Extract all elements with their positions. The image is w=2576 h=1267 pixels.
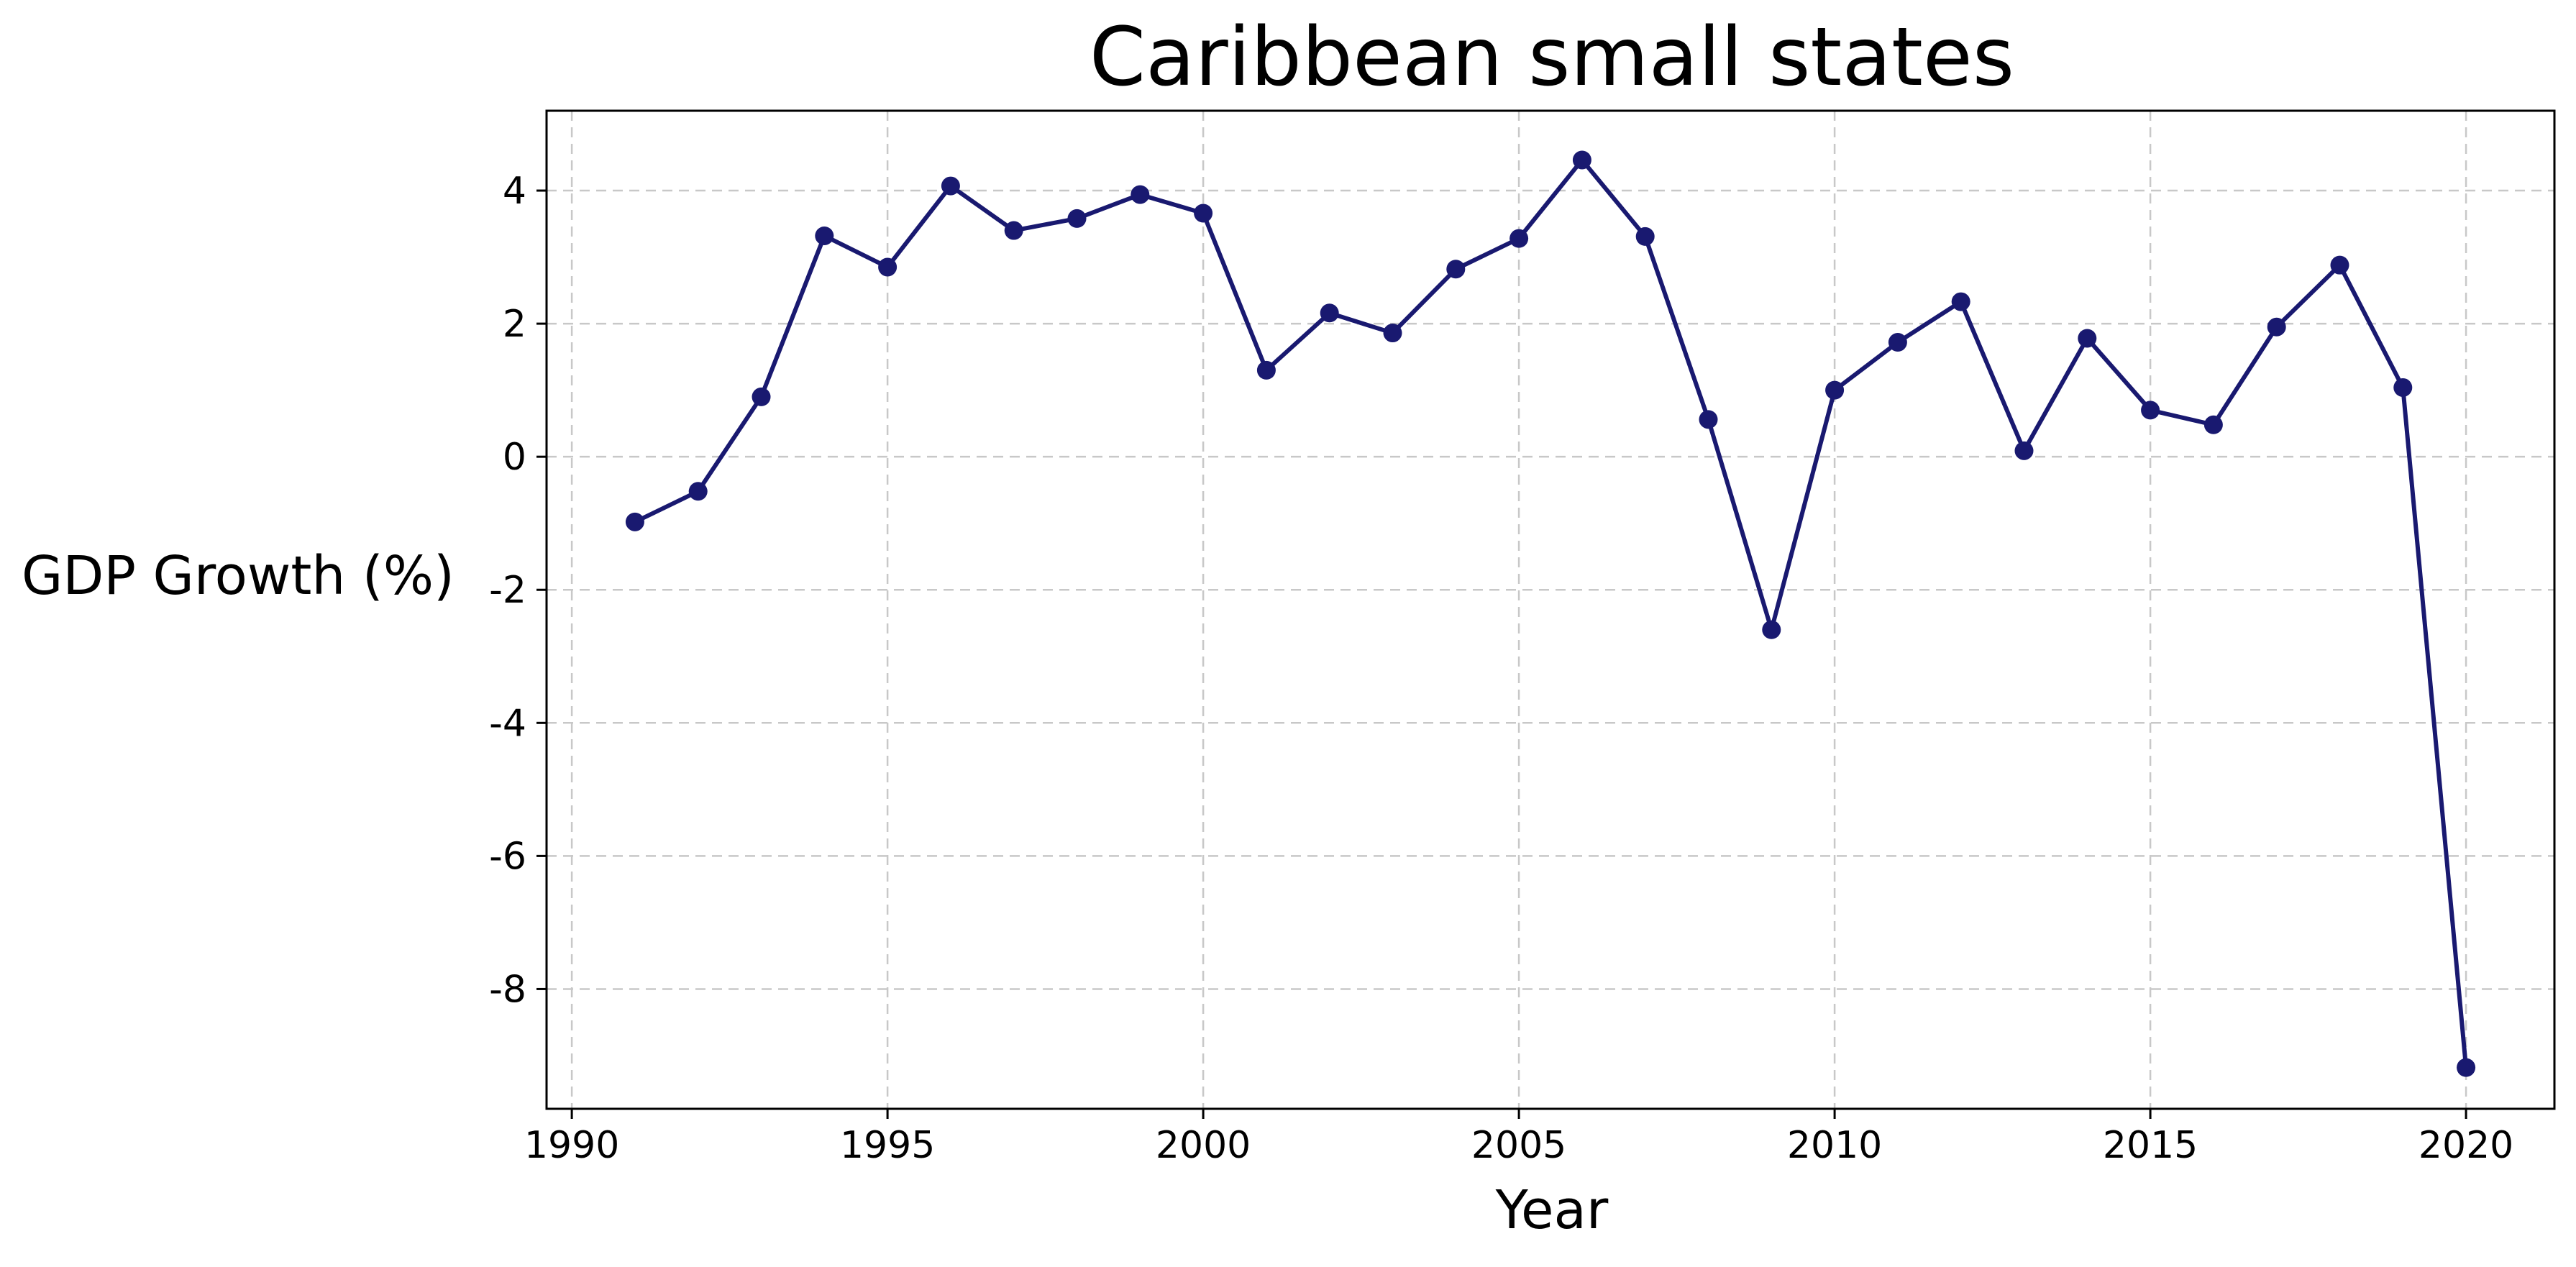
data-point: [1446, 260, 1466, 279]
data-point: [2141, 401, 2160, 420]
y-axis-label: GDP Growth (%): [22, 545, 455, 607]
data-point: [1067, 209, 1087, 228]
data-point: [878, 257, 898, 277]
data-point: [1194, 203, 1213, 223]
data-point: [1509, 229, 1529, 248]
series-layer: [625, 150, 2476, 1077]
data-point: [1951, 292, 1970, 311]
y-tick-label: 0: [503, 436, 526, 479]
x-tick-label: 2020: [2419, 1124, 2513, 1167]
data-point: [1635, 227, 1655, 246]
x-axis-label: Year: [1495, 1179, 1609, 1241]
y-tick-label: -6: [489, 835, 526, 878]
data-point: [2014, 441, 2034, 460]
data-point: [1320, 303, 1339, 323]
data-point: [1888, 333, 1907, 352]
data-point: [1762, 620, 1781, 639]
data-point: [752, 387, 771, 406]
data-point: [625, 512, 644, 531]
x-tick-label: 1995: [840, 1124, 935, 1167]
x-tick-label: 1990: [524, 1124, 619, 1167]
x-tick-label: 2010: [1787, 1124, 1882, 1167]
data-point: [941, 176, 960, 196]
tick-layer: 1990 1995 2000 2005 2010 2015 2020 -8 -6 -4 -2 0 2 4: [489, 170, 2513, 1167]
data-point: [1699, 410, 1718, 429]
data-point: [1825, 380, 1845, 400]
y-tick-label: -4: [489, 702, 526, 745]
data-point: [2457, 1058, 2476, 1077]
plot-frame: [545, 109, 2556, 1110]
data-point: [2393, 378, 2413, 397]
y-tick-label: -2: [489, 569, 526, 612]
y-tick-label: -8: [489, 968, 526, 1011]
data-point: [2267, 317, 2286, 337]
x-tick-label: 2005: [1471, 1124, 1566, 1167]
y-tick-label: 4: [503, 170, 526, 213]
data-point: [1131, 185, 1150, 204]
data-point: [815, 226, 834, 245]
data-point: [1256, 360, 1276, 380]
data-point: [2203, 415, 2223, 434]
series-line: [632, 157, 2469, 1070]
data-point: [2330, 255, 2349, 275]
data-point: [688, 482, 708, 501]
data-point: [1383, 324, 1402, 343]
x-tick-label: 2015: [2103, 1124, 2198, 1167]
y-tick-label: 2: [503, 303, 526, 346]
chart-title: Caribbean small states: [1090, 11, 2014, 104]
data-point: [1572, 150, 1591, 170]
grid-layer: [547, 111, 2554, 1109]
data-point: [1004, 221, 1023, 240]
data-point: [2078, 329, 2097, 348]
x-tick-label: 2000: [1156, 1124, 1251, 1167]
